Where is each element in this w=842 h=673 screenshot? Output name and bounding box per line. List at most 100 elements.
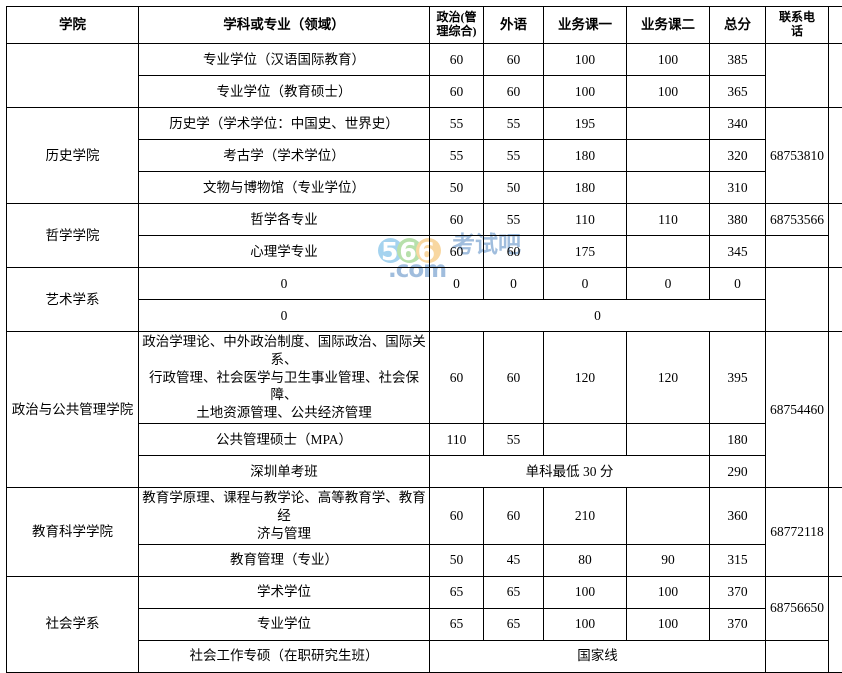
cell-major: 历史学（学术学位：中国史、世界史） (139, 108, 430, 140)
cell-foreign: 55 (484, 108, 544, 140)
cell-total: 180 (710, 424, 766, 456)
cell-foreign: 60 (484, 332, 544, 424)
cell-prof1: 120 (544, 332, 627, 424)
cell-prof1: 110 (544, 204, 627, 236)
cell-major: 0 (139, 300, 430, 332)
cell-phone: 68753810 (766, 108, 829, 204)
cell-prof1: 100 (544, 576, 627, 608)
cell-phone: 68753566 (766, 204, 829, 236)
cell-phone (766, 640, 829, 672)
cell-major: 教育学原理、课程与教学论、高等教育学、教育经 济与管理 (139, 488, 430, 544)
cell-politics: 50 (430, 544, 484, 576)
cell-politics: 50 (430, 172, 484, 204)
cell-major-line2: 行政管理、社会医学与卫生事业管理、社会保障、 (141, 369, 427, 405)
cell-major-line1: 教育学原理、课程与教学论、高等教育学、教育经 (141, 489, 427, 525)
cell-politics: 60 (430, 44, 484, 76)
cell-total: 310 (710, 172, 766, 204)
cell-foreign: 55 (484, 424, 544, 456)
cell-prof1: 210 (544, 488, 627, 544)
cell-prof1: 195 (544, 108, 627, 140)
cell-politics: 55 (430, 108, 484, 140)
cell-college: 历史学院 (7, 108, 139, 204)
cell-foreign: 60 (484, 488, 544, 544)
cell-major: 专业学位（教育硕士） (139, 76, 430, 108)
table-row: 哲学学院 哲学各专业 60 55 110 110 380 68753566 (7, 204, 842, 236)
cell-foreign: 65 (484, 576, 544, 608)
cell-foreign: 65 (484, 608, 544, 640)
cell-phone (766, 44, 829, 108)
cell-phone (766, 236, 829, 268)
cell-total: 340 (710, 108, 766, 140)
cell-note (829, 44, 842, 108)
cell-foreign: 60 (484, 236, 544, 268)
cell-note (829, 576, 842, 672)
table-row: 艺术学系 0 0 0 0 0 0 (7, 268, 842, 300)
cell-total: 360 (710, 488, 766, 544)
cell-prof2: 110 (627, 204, 710, 236)
cell-total: 385 (710, 44, 766, 76)
cell-college (7, 44, 139, 108)
cell-total: 370 (710, 576, 766, 608)
table-header-row: 学院 学科或专业（领域） 政治(管 理综合) 外语 业务课一 业务课二 总分 联… (7, 7, 842, 44)
score-table-page: 566 考试吧 .com 学院 学科或专业（领域） 政治(管 理综合) 外语 业… (0, 0, 842, 506)
cell-major: 政治学理论、中外政治制度、国际政治、国际关系、 行政管理、社会医学与卫生事业管理… (139, 332, 430, 424)
header-total: 总分 (710, 7, 766, 44)
header-phone: 联系电 话 (766, 7, 829, 44)
cell-phone: 68756650 (766, 576, 829, 640)
cell-prof1 (544, 424, 627, 456)
header-politics-line2: 理综合) (432, 25, 481, 39)
cell-note (829, 268, 842, 332)
cell-total: 370 (710, 608, 766, 640)
cell-prof1: 0 (544, 268, 627, 300)
cell-college: 社会学系 (7, 576, 139, 672)
cell-college: 政治与公共管理学院 (7, 332, 139, 488)
cell-major-line2: 济与管理 (141, 525, 427, 543)
cell-politics: 60 (430, 204, 484, 236)
cell-foreign: 55 (484, 204, 544, 236)
cell-major-line3: 土地资源管理、公共经济管理 (141, 404, 427, 422)
cell-major: 0 (139, 268, 430, 300)
cell-major: 文物与博物馆（专业学位） (139, 172, 430, 204)
cell-politics: 65 (430, 576, 484, 608)
table-row: 社会学系 学术学位 65 65 100 100 370 68756650 (7, 576, 842, 608)
cell-prof2 (627, 236, 710, 268)
cell-major: 专业学位（汉语国际教育） (139, 44, 430, 76)
cell-total: 315 (710, 544, 766, 576)
cell-politics: 65 (430, 608, 484, 640)
header-major: 学科或专业（领域） (139, 7, 430, 44)
cell-merged-scores: 单科最低 30 分 (430, 456, 710, 488)
cell-major: 教育管理（专业） (139, 544, 430, 576)
cell-note (829, 332, 842, 488)
cell-major: 哲学各专业 (139, 204, 430, 236)
cell-total: 345 (710, 236, 766, 268)
cell-politics: 60 (430, 236, 484, 268)
cell-college: 哲学学院 (7, 204, 139, 268)
cell-total: 380 (710, 204, 766, 236)
table-row: 专业学位（汉语国际教育） 60 60 100 100 385 (7, 44, 842, 76)
cell-politics: 55 (430, 140, 484, 172)
cell-politics: 0 (430, 268, 484, 300)
score-line-table: 学院 学科或专业（领域） 政治(管 理综合) 外语 业务课一 业务课二 总分 联… (6, 6, 842, 673)
cell-foreign: 55 (484, 140, 544, 172)
cell-foreign: 60 (484, 76, 544, 108)
header-note: 备 注 (829, 7, 842, 44)
cell-merged-scores: 0 (430, 300, 766, 332)
cell-prof2 (627, 488, 710, 544)
cell-total: 365 (710, 76, 766, 108)
cell-phone: 68772118 (766, 488, 829, 576)
cell-prof2: 120 (627, 332, 710, 424)
cell-total: 395 (710, 332, 766, 424)
cell-politics: 60 (430, 332, 484, 424)
cell-prof1: 80 (544, 544, 627, 576)
cell-foreign: 50 (484, 172, 544, 204)
cell-politics: 110 (430, 424, 484, 456)
cell-prof2 (627, 108, 710, 140)
cell-total: 320 (710, 140, 766, 172)
cell-major: 心理学专业 (139, 236, 430, 268)
cell-prof2: 100 (627, 576, 710, 608)
cell-major: 公共管理硕士（MPA） (139, 424, 430, 456)
cell-note (829, 204, 842, 268)
cell-major: 学术学位 (139, 576, 430, 608)
header-foreign-language: 外语 (484, 7, 544, 44)
cell-prof2: 100 (627, 44, 710, 76)
